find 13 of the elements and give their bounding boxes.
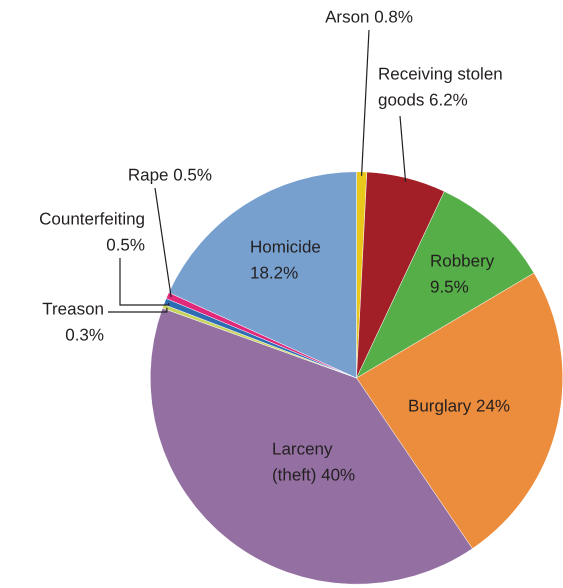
slice-label: Receiving stolen goods 6.2%	[378, 64, 503, 110]
data-label: 18.2%	[250, 264, 298, 283]
data-label: 0.5%	[106, 236, 145, 255]
slice-label: Homicide	[250, 238, 321, 257]
slice-label: Arson 0.8%	[325, 8, 413, 27]
slice-label: Robbery	[430, 252, 495, 271]
slice-label: Treason	[42, 300, 104, 319]
data-label: 0.3%	[65, 326, 104, 345]
data-label: 9.5%	[430, 278, 469, 297]
slice-label: Rape 0.5%	[128, 166, 212, 185]
slice-label: Counterfeiting	[39, 210, 145, 229]
slice-label: Larceny (theft) 40%	[272, 440, 356, 485]
slice-label: Burglary 24%	[408, 396, 510, 416]
